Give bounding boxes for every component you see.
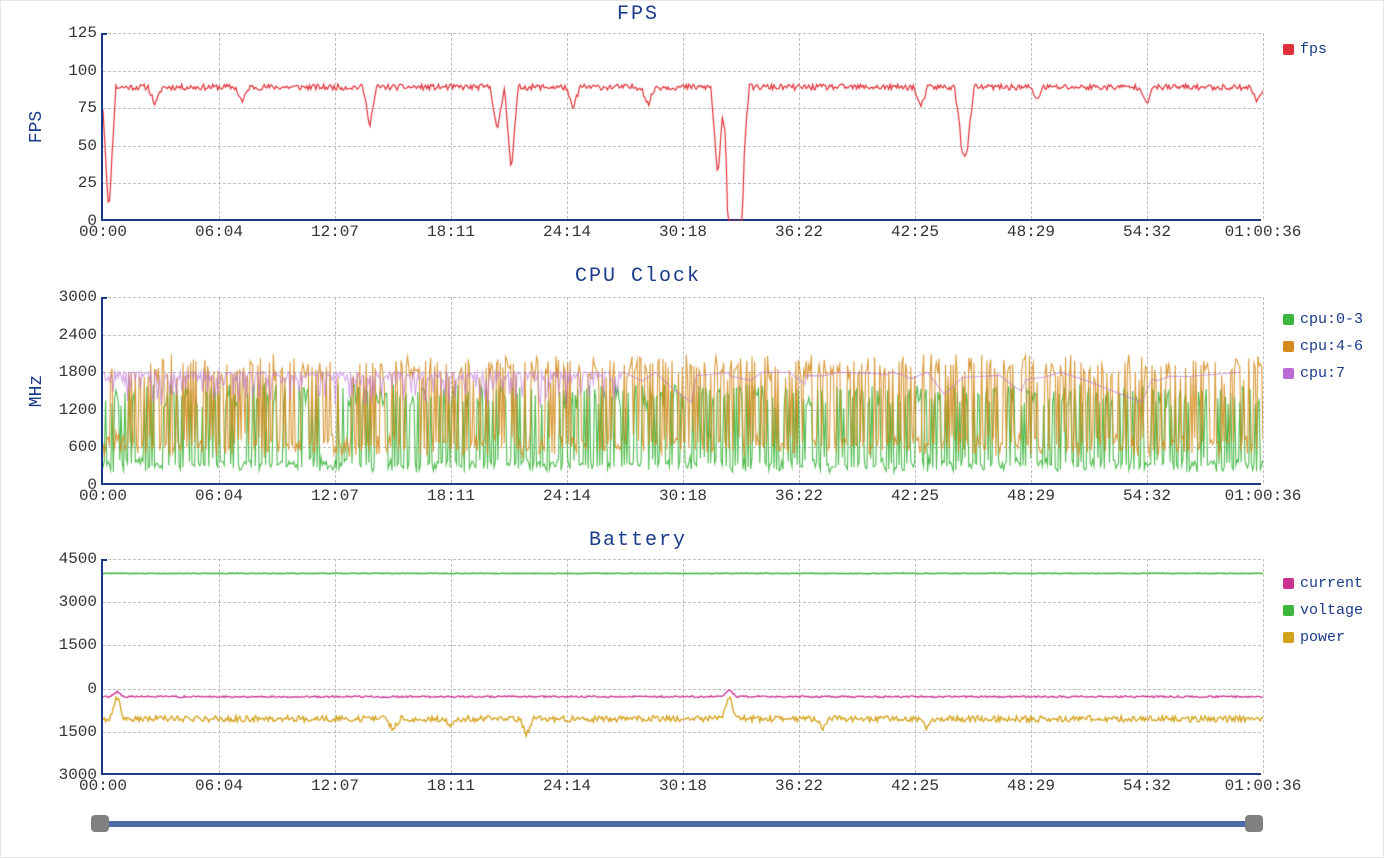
- x-tick-label: 12:07: [311, 773, 359, 795]
- legend-label: current: [1300, 575, 1363, 592]
- y-tick-label: 125: [68, 24, 103, 42]
- legend-label: power: [1300, 629, 1345, 646]
- x-tick-label: 01:00:36: [1225, 773, 1302, 795]
- y-tick-label: 600: [68, 438, 103, 456]
- legend-item[interactable]: current: [1283, 575, 1363, 592]
- fps-chart-title: FPS: [1, 3, 1275, 26]
- legend-label: cpu:0-3: [1300, 311, 1363, 328]
- x-tick-label: 06:04: [195, 773, 243, 795]
- legend-swatch-icon: [1283, 605, 1294, 616]
- cpu-chart-title: CPU Clock: [1, 265, 1275, 288]
- slider-handle-right[interactable]: [1245, 815, 1263, 832]
- x-tick-label: 54:32: [1123, 219, 1171, 241]
- x-tick-label: 48:29: [1007, 773, 1055, 795]
- y-tick-label: 3000: [59, 288, 103, 306]
- x-tick-label: 30:18: [659, 483, 707, 505]
- x-tick-label: 54:32: [1123, 483, 1171, 505]
- x-tick-label: 30:18: [659, 219, 707, 241]
- y-tick-label: 3000: [59, 593, 103, 611]
- legend-item[interactable]: cpu:0-3: [1283, 311, 1363, 328]
- x-tick-label: 12:07: [311, 219, 359, 241]
- y-tick-label: 25: [78, 174, 103, 192]
- x-tick-label: 00:00: [79, 219, 127, 241]
- x-tick-label: 48:29: [1007, 219, 1055, 241]
- chart-canvas: [103, 33, 1263, 221]
- x-tick-label: 36:22: [775, 483, 823, 505]
- gridline: [1263, 559, 1264, 773]
- battery-chart-title: Battery: [1, 529, 1275, 552]
- cpu-plot[interactable]: 0600120018002400300000:0006:0412:0718:11…: [101, 297, 1261, 485]
- x-tick-label: 24:14: [543, 483, 591, 505]
- y-tick-label: 4500: [59, 550, 103, 568]
- y-tick-label: 1200: [59, 401, 103, 419]
- fps-plot[interactable]: 025507510012500:0006:0412:0718:1124:1430…: [101, 33, 1261, 221]
- legend: current voltage power: [1283, 575, 1363, 656]
- x-tick-label: 06:04: [195, 219, 243, 241]
- x-tick-label: 24:14: [543, 773, 591, 795]
- x-tick-label: 01:00:36: [1225, 483, 1302, 505]
- x-tick-label: 00:00: [79, 773, 127, 795]
- legend-swatch-icon: [1283, 632, 1294, 643]
- x-tick-label: 06:04: [195, 483, 243, 505]
- legend: fps: [1283, 41, 1327, 68]
- axis-corner: [103, 33, 107, 35]
- legend-item[interactable]: cpu:7: [1283, 365, 1363, 382]
- gridline: [1263, 33, 1264, 219]
- legend-swatch-icon: [1283, 341, 1294, 352]
- y-tick-label: 1500: [59, 723, 103, 741]
- y-tick-label: 75: [78, 99, 103, 117]
- x-tick-label: 18:11: [427, 773, 475, 795]
- axis-corner: [103, 297, 107, 299]
- legend: cpu:0-3 cpu:4-6 cpu:7: [1283, 311, 1363, 392]
- legend-label: voltage: [1300, 602, 1363, 619]
- legend-label: cpu:4-6: [1300, 338, 1363, 355]
- gridline: [1263, 297, 1264, 483]
- y-tick-label: 0: [87, 680, 103, 698]
- x-tick-label: 42:25: [891, 219, 939, 241]
- legend-swatch-icon: [1283, 44, 1294, 55]
- legend-item[interactable]: power: [1283, 629, 1363, 646]
- x-tick-label: 18:11: [427, 219, 475, 241]
- x-tick-label: 00:00: [79, 483, 127, 505]
- x-tick-label: 36:22: [775, 219, 823, 241]
- slider-handle-left[interactable]: [91, 815, 109, 832]
- legend-label: cpu:7: [1300, 365, 1345, 382]
- legend-label: fps: [1300, 41, 1327, 58]
- legend-item[interactable]: voltage: [1283, 602, 1363, 619]
- x-tick-label: 54:32: [1123, 773, 1171, 795]
- legend-item[interactable]: cpu:4-6: [1283, 338, 1363, 355]
- y-tick-label: 50: [78, 137, 103, 155]
- axis-corner: [103, 559, 107, 561]
- chart-canvas: [103, 297, 1263, 485]
- fps-y-label: FPS: [27, 111, 47, 143]
- x-tick-label: 42:25: [891, 483, 939, 505]
- x-tick-label: 12:07: [311, 483, 359, 505]
- legend-swatch-icon: [1283, 314, 1294, 325]
- slider-track[interactable]: [97, 821, 1257, 827]
- chart-canvas: [103, 559, 1263, 775]
- legend-swatch-icon: [1283, 578, 1294, 589]
- x-tick-label: 30:18: [659, 773, 707, 795]
- x-tick-label: 18:11: [427, 483, 475, 505]
- y-tick-label: 2400: [59, 326, 103, 344]
- cpu-y-label: MHz: [27, 375, 47, 407]
- x-tick-label: 01:00:36: [1225, 219, 1302, 241]
- x-tick-label: 48:29: [1007, 483, 1055, 505]
- legend-swatch-icon: [1283, 368, 1294, 379]
- x-tick-label: 36:22: [775, 773, 823, 795]
- legend-item[interactable]: fps: [1283, 41, 1327, 58]
- x-tick-label: 42:25: [891, 773, 939, 795]
- battery-plot[interactable]: 30001500015003000450000:0006:0412:0718:1…: [101, 559, 1261, 775]
- y-tick-label: 1500: [59, 636, 103, 654]
- y-tick-label: 100: [68, 62, 103, 80]
- x-tick-label: 24:14: [543, 219, 591, 241]
- y-tick-label: 1800: [59, 363, 103, 381]
